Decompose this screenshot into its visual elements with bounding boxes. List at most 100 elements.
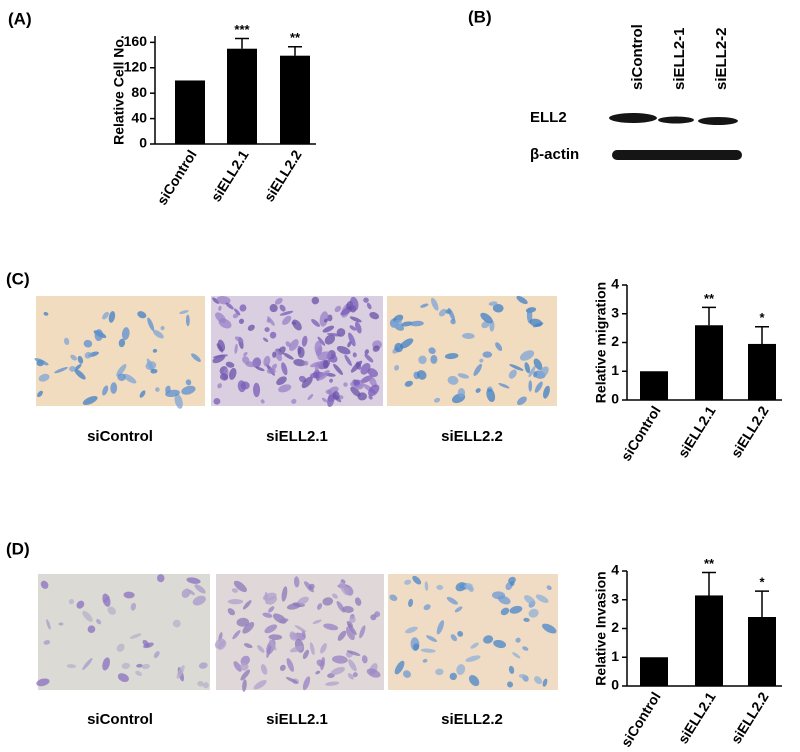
cell — [262, 592, 277, 601]
cell — [117, 373, 126, 381]
cell — [308, 583, 315, 590]
cell — [102, 593, 111, 607]
bar — [695, 325, 723, 400]
cell — [405, 626, 418, 634]
cell — [522, 646, 529, 651]
cell — [320, 643, 327, 654]
cell — [36, 678, 50, 687]
significance: ** — [290, 30, 301, 45]
cell — [121, 327, 130, 341]
cell — [123, 591, 135, 599]
significance: * — [759, 575, 765, 590]
lane-label: siControl — [629, 24, 646, 90]
cell — [528, 365, 536, 378]
bar — [227, 48, 257, 144]
cell — [346, 650, 361, 656]
cell — [188, 589, 195, 596]
cell — [352, 352, 357, 358]
cell — [322, 325, 335, 333]
cell — [281, 586, 288, 602]
cell — [272, 351, 277, 358]
cell — [264, 624, 278, 634]
cell — [449, 672, 457, 681]
image-caption: siELL2.1 — [266, 711, 328, 728]
cell — [234, 308, 241, 316]
cell — [108, 311, 116, 323]
cell — [274, 348, 282, 362]
cell — [339, 581, 349, 596]
cell — [247, 324, 255, 331]
micrograph — [36, 296, 205, 406]
error-bar — [235, 37, 249, 49]
cell — [213, 398, 221, 405]
cell — [349, 316, 362, 323]
cell — [364, 354, 374, 363]
cell — [317, 351, 332, 361]
cell — [116, 643, 125, 652]
cell — [294, 625, 307, 633]
cell — [176, 665, 185, 679]
cell — [311, 319, 321, 327]
cell — [350, 360, 363, 373]
cell — [181, 385, 196, 395]
cell — [301, 335, 308, 347]
x-tick-label: siControl — [618, 689, 664, 750]
cell — [436, 620, 445, 635]
cell — [349, 325, 357, 331]
cell — [279, 618, 289, 623]
cell — [367, 368, 379, 377]
y-tick-label: 1 — [611, 362, 619, 378]
cell — [369, 311, 380, 320]
cell — [354, 597, 362, 606]
cell — [307, 393, 314, 401]
cell — [191, 353, 201, 362]
cell — [538, 366, 549, 378]
cell — [534, 381, 543, 393]
cell — [233, 580, 247, 593]
bar — [640, 657, 668, 686]
micrograph — [388, 574, 558, 690]
significance: * — [759, 310, 765, 325]
cell — [481, 321, 490, 329]
bar — [748, 343, 776, 400]
cell — [457, 631, 464, 637]
cell — [269, 639, 277, 651]
cell — [70, 354, 78, 361]
cell — [364, 349, 369, 355]
y-tick-label: 2 — [611, 619, 619, 635]
cell — [121, 662, 130, 670]
cell — [82, 610, 93, 622]
cell — [276, 376, 287, 386]
band — [658, 116, 694, 124]
cell — [473, 363, 482, 376]
cell — [38, 373, 50, 382]
cell — [269, 303, 278, 313]
cell — [137, 311, 147, 319]
cell — [232, 313, 239, 319]
cell — [420, 648, 436, 653]
bar — [695, 595, 723, 686]
cell — [318, 370, 330, 381]
cell — [315, 670, 321, 675]
cell — [46, 619, 51, 630]
error-bar — [288, 46, 302, 56]
cell — [217, 383, 222, 389]
bar — [280, 55, 310, 144]
cell — [314, 362, 320, 372]
cell — [116, 363, 127, 377]
cell — [516, 295, 528, 305]
cell — [483, 635, 494, 644]
cell — [350, 386, 361, 397]
cell — [150, 368, 158, 374]
cell — [360, 363, 371, 375]
blot-bands — [609, 113, 742, 160]
cell — [231, 588, 239, 593]
cell — [186, 577, 201, 584]
bar — [640, 371, 668, 400]
cell — [233, 661, 242, 672]
y-axis-label: Relative Invasion — [593, 571, 609, 685]
cell — [152, 329, 164, 339]
cell — [268, 606, 275, 613]
cell — [321, 397, 328, 403]
